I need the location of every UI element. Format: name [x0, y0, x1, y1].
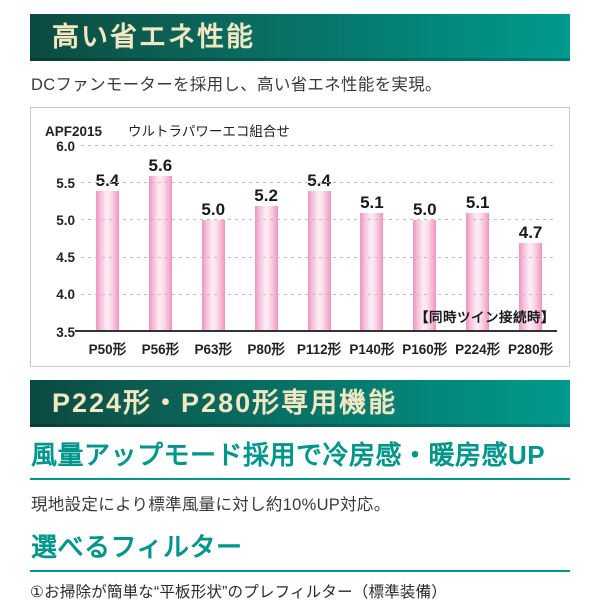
- bar: [360, 212, 384, 332]
- y-tick-label: 5.5: [56, 175, 75, 191]
- y-tick-label: 6.0: [56, 138, 75, 154]
- chart-header: APF2015 ウルトラパワーエコ組合せ: [45, 120, 559, 140]
- bar-column: 5.1: [451, 194, 504, 332]
- chart-plot: 5.4 5.6 5.0 5.2 5.4 5.1 5.0 5.1 4.7 【同時ツイン接続時】 6…: [56, 139, 557, 338]
- bar-value-label: 5.1: [465, 192, 490, 212]
- gridline: [81, 182, 557, 184]
- bar-value-label: 5.0: [412, 200, 437, 220]
- filter-list: ①お掃除が簡単な“平板形状”のプレフィルター（標準装備） ②お掃除の回数が減らせ…: [30, 581, 570, 600]
- bar-value-label: 5.1: [360, 192, 384, 212]
- bar-column: 5.2: [240, 187, 293, 332]
- x-tick-label: P50形: [88, 342, 127, 357]
- airflow-up-heading: 風量アップモード採用で冷房感・暖房感UP: [30, 427, 570, 480]
- x-tick-label: P280形: [508, 342, 554, 357]
- gridline: [81, 256, 557, 258]
- energy-section-banner: 高い省エネ性能: [30, 14, 570, 61]
- chart-title: ウルトラパワーエコ組合せ: [128, 124, 290, 139]
- y-tick-label: 4.0: [56, 287, 75, 303]
- bar-value-label: 5.4: [95, 170, 120, 190]
- airflow-up-description: 現地設定により標準風量に対し約10%UP対応。: [31, 496, 391, 514]
- bar-column: 5.4: [81, 172, 134, 332]
- bar: [254, 205, 278, 332]
- x-tick-label: P224形: [455, 342, 501, 357]
- x-tick-label: P56形: [141, 342, 180, 357]
- bar: [201, 220, 225, 332]
- bar-value-label: 5.0: [201, 200, 226, 220]
- x-tick-label: P160形: [402, 342, 448, 357]
- x-tick-label: P140形: [349, 342, 395, 357]
- bar-column: 5.6: [134, 157, 187, 332]
- bar: [466, 212, 490, 332]
- x-axis-line: [75, 330, 557, 332]
- chart-bars: 5.4 5.6 5.0 5.2 5.4 5.1 5.0 5.1 4.7: [81, 146, 557, 332]
- energy-description: DCファンモーターを採用し、高い省エネ性能を実現。: [31, 76, 442, 94]
- exclusive-section-banner: P224形・P280形専用機能: [30, 380, 570, 427]
- bar-column: 5.1: [345, 194, 398, 332]
- bar-value-label: 5.2: [254, 185, 278, 205]
- apf-bar-chart: APF2015 ウルトラパワーエコ組合せ 5.4 5.6 5.0 5.2 5.4 5.1 5.…: [30, 107, 570, 367]
- chart-apf-label: APF2015: [45, 124, 103, 139]
- x-tick-label: P80形: [247, 342, 285, 357]
- bar-column: 5.4: [293, 172, 346, 332]
- filter-heading: 選べるフィルター: [30, 519, 570, 572]
- exclusive-section: P224形・P280形専用機能 風量アップモード採用で冷房感・暖房感UP 現地設…: [30, 380, 570, 600]
- bar-column: 5.0: [187, 201, 240, 332]
- bar-value-label: 5.4: [307, 170, 331, 190]
- gridline: [81, 219, 557, 221]
- bar-column: 5.0: [398, 201, 451, 332]
- bar: [95, 190, 119, 332]
- chart-annotation: 【同時ツイン接続時】: [415, 310, 555, 325]
- bar: [519, 242, 543, 332]
- gridline: [81, 145, 557, 146]
- x-tick-label: P63形: [194, 342, 232, 357]
- bar: [148, 175, 172, 332]
- gridline: [81, 293, 557, 295]
- y-tick-label: 5.0: [56, 212, 75, 228]
- x-tick-label: P112形: [296, 342, 342, 357]
- bar-value-label: 4.7: [518, 222, 543, 242]
- bar: [307, 190, 331, 332]
- y-tick-label: 3.5: [56, 324, 75, 340]
- bar-column: 4.7: [504, 224, 557, 332]
- y-tick-label: 4.5: [56, 249, 75, 265]
- filter-item-1: ①お掃除が簡単な“平板形状”のプレフィルター（標準装備）: [30, 584, 448, 600]
- bar-value-label: 5.6: [148, 155, 173, 175]
- bar: [413, 220, 437, 332]
- chart-x-labels: P50形 P56形 P63形 P80形 P112形 P140形 P160形 P224形 P280…: [81, 338, 557, 358]
